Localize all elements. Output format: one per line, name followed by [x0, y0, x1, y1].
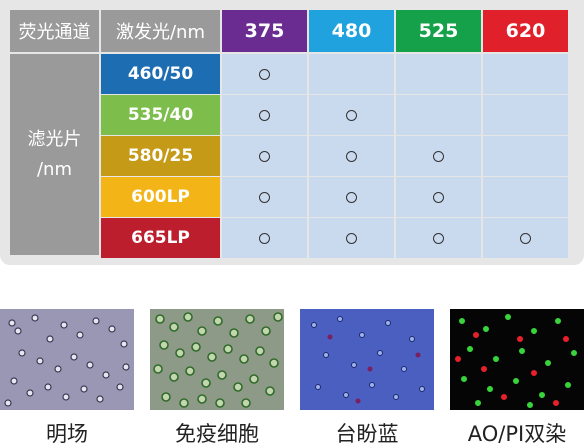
compatible-mark-icon [346, 150, 357, 162]
compat-cell-2-1 [309, 136, 394, 176]
immune-cells-image [150, 309, 284, 410]
filter-side-label-line2: /nm [36, 158, 72, 180]
compat-cell-0-2 [396, 54, 481, 94]
caption-ao-pi: AO/PI双染 [467, 422, 567, 446]
compat-cell-1-2 [396, 95, 481, 135]
compat-cell-2-3 [483, 136, 568, 176]
compatible-mark-icon [259, 150, 270, 162]
filter-label-4: 665LP [101, 218, 220, 258]
compatible-mark-icon [259, 232, 270, 244]
compatible-mark-icon [433, 191, 444, 203]
compatible-mark-icon [259, 109, 270, 121]
compat-cell-1-1 [309, 95, 394, 135]
compatible-mark-icon [346, 191, 357, 203]
header-channel: 荧光通道 [10, 10, 99, 52]
compatible-mark-icon [259, 191, 270, 203]
compat-cell-2-2 [396, 136, 481, 176]
compat-cell-4-3 [483, 218, 568, 258]
compat-cell-0-1 [309, 54, 394, 94]
compat-cell-0-0 [222, 54, 307, 94]
compat-cell-4-1 [309, 218, 394, 258]
excitation-0: 375 [222, 10, 307, 52]
compatible-mark-icon [346, 109, 357, 121]
filter-label-3: 600LP [101, 177, 220, 217]
compat-cell-3-2 [396, 177, 481, 217]
caption-brightfield: 明场 [46, 422, 88, 446]
brightfield-cells-image [0, 309, 134, 410]
excitation-2: 525 [396, 10, 481, 52]
filter-side-label-line1: 滤光片 [27, 128, 82, 150]
compat-cell-3-3 [483, 177, 568, 217]
compatible-mark-icon [259, 68, 270, 80]
caption-trypan-blue: 台盼蓝 [335, 422, 399, 446]
compat-cell-1-3 [483, 95, 568, 135]
caption-immune-cells: 免疫细胞 [175, 422, 259, 446]
filter-label-1: 535/40 [101, 95, 220, 135]
excitation-3: 620 [483, 10, 568, 52]
excitation-1: 480 [309, 10, 394, 52]
filter-label-0: 460/50 [101, 54, 220, 94]
compatible-mark-icon [433, 150, 444, 162]
compatible-mark-icon [346, 232, 357, 244]
header-excitation: 激发光/nm [101, 10, 220, 52]
compat-cell-1-0 [222, 95, 307, 135]
compat-cell-2-0 [222, 136, 307, 176]
compatible-mark-icon [433, 232, 444, 244]
compat-cell-4-0 [222, 218, 307, 258]
filter-label-2: 580/25 [101, 136, 220, 176]
compat-cell-4-2 [396, 218, 481, 258]
compat-cell-0-3 [483, 54, 568, 94]
compatible-mark-icon [520, 232, 531, 244]
compat-cell-3-1 [309, 177, 394, 217]
filter-side-label: 滤光片 /nm [10, 54, 99, 255]
compat-cell-3-0 [222, 177, 307, 217]
trypan-blue-image [300, 309, 434, 410]
ao-pi-stain-image [450, 309, 584, 410]
